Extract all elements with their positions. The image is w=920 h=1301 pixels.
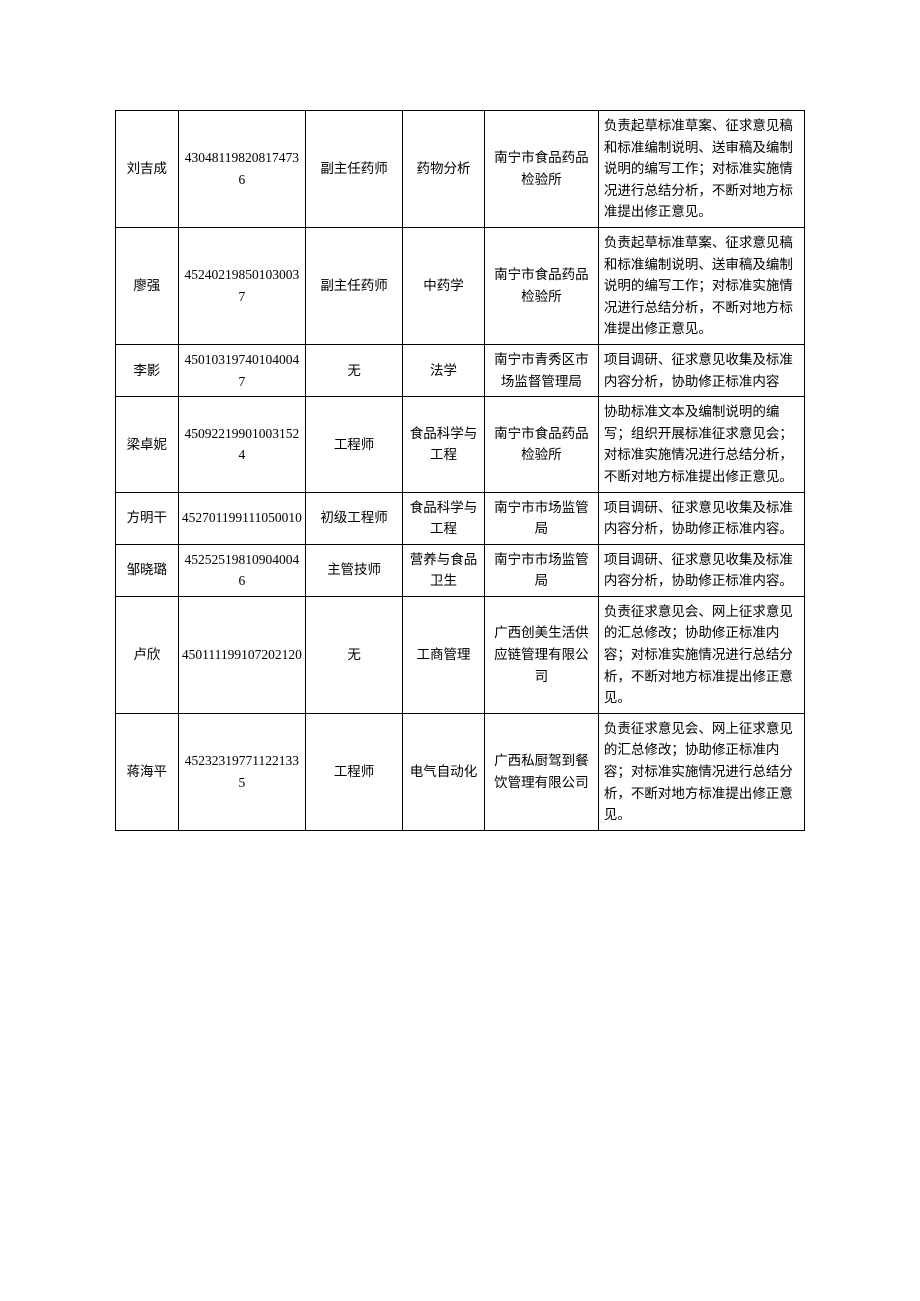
cell-org: 南宁市青秀区市场监督管理局 [484,344,598,396]
table-row: 邹晓璐452525198109040046主管技师营养与食品卫生南宁市市场监管局… [116,544,805,596]
table-row: 刘吉成430481198208174736副主任药师药物分析南宁市食品药品检验所… [116,111,805,228]
cell-title: 工程师 [306,713,403,830]
cell-name: 廖强 [116,227,179,344]
cell-id: 452701199111050010 [178,492,306,544]
cell-org: 广西创美生活供应链管理有限公司 [484,596,598,713]
cell-name: 蒋海平 [116,713,179,830]
table-body: 刘吉成430481198208174736副主任药师药物分析南宁市食品药品检验所… [116,111,805,831]
cell-id: 450103197401040047 [178,344,306,396]
cell-name: 刘吉成 [116,111,179,228]
cell-id: 452402198501030037 [178,227,306,344]
cell-title: 无 [306,596,403,713]
cell-title: 无 [306,344,403,396]
cell-duty: 负责征求意见会、网上征求意见的汇总修改；协助修正标准内容；对标准实施情况进行总结… [598,713,804,830]
cell-major: 营养与食品卫生 [402,544,484,596]
cell-org: 南宁市市场监管局 [484,544,598,596]
cell-major: 食品科学与工程 [402,492,484,544]
cell-major: 中药学 [402,227,484,344]
cell-major: 药物分析 [402,111,484,228]
cell-name: 邹晓璐 [116,544,179,596]
cell-name: 梁卓妮 [116,397,179,492]
cell-org: 广西私厨驾到餐饮管理有限公司 [484,713,598,830]
cell-org: 南宁市食品药品检验所 [484,397,598,492]
cell-title: 初级工程师 [306,492,403,544]
table-row: 廖强452402198501030037副主任药师中药学南宁市食品药品检验所负责… [116,227,805,344]
table-row: 方明干452701199111050010初级工程师食品科学与工程南宁市市场监管… [116,492,805,544]
cell-duty: 负责起草标准草案、征求意见稿和标准编制说明、送审稿及编制说明的编写工作；对标准实… [598,227,804,344]
cell-major: 法学 [402,344,484,396]
cell-org: 南宁市食品药品检验所 [484,111,598,228]
table-row: 蒋海平452323197711221335工程师电气自动化广西私厨驾到餐饮管理有… [116,713,805,830]
cell-title: 主管技师 [306,544,403,596]
cell-org: 南宁市市场监管局 [484,492,598,544]
cell-duty: 项目调研、征求意见收集及标准内容分析，协助修正标准内容 [598,344,804,396]
cell-id: 430481198208174736 [178,111,306,228]
cell-duty: 项目调研、征求意见收集及标准内容分析，协助修正标准内容。 [598,492,804,544]
cell-id: 452323197711221335 [178,713,306,830]
table-row: 梁卓妮450922199010031524工程师食品科学与工程南宁市食品药品检验… [116,397,805,492]
cell-title: 工程师 [306,397,403,492]
table-row: 李影450103197401040047无法学南宁市青秀区市场监督管理局项目调研… [116,344,805,396]
cell-duty: 负责起草标准草案、征求意见稿和标准编制说明、送审稿及编制说明的编写工作；对标准实… [598,111,804,228]
cell-major: 食品科学与工程 [402,397,484,492]
cell-id: 450111199107202120 [178,596,306,713]
personnel-table: 刘吉成430481198208174736副主任药师药物分析南宁市食品药品检验所… [115,110,805,831]
cell-duty: 项目调研、征求意见收集及标准内容分析，协助修正标准内容。 [598,544,804,596]
table-row: 卢欣450111199107202120无工商管理广西创美生活供应链管理有限公司… [116,596,805,713]
cell-name: 卢欣 [116,596,179,713]
cell-name: 李影 [116,344,179,396]
cell-title: 副主任药师 [306,111,403,228]
cell-name: 方明干 [116,492,179,544]
cell-org: 南宁市食品药品检验所 [484,227,598,344]
cell-major: 工商管理 [402,596,484,713]
cell-id: 452525198109040046 [178,544,306,596]
cell-duty: 负责征求意见会、网上征求意见的汇总修改；协助修正标准内容；对标准实施情况进行总结… [598,596,804,713]
cell-duty: 协助标准文本及编制说明的编写；组织开展标准征求意见会；对标准实施情况进行总结分析… [598,397,804,492]
cell-title: 副主任药师 [306,227,403,344]
cell-major: 电气自动化 [402,713,484,830]
cell-id: 450922199010031524 [178,397,306,492]
